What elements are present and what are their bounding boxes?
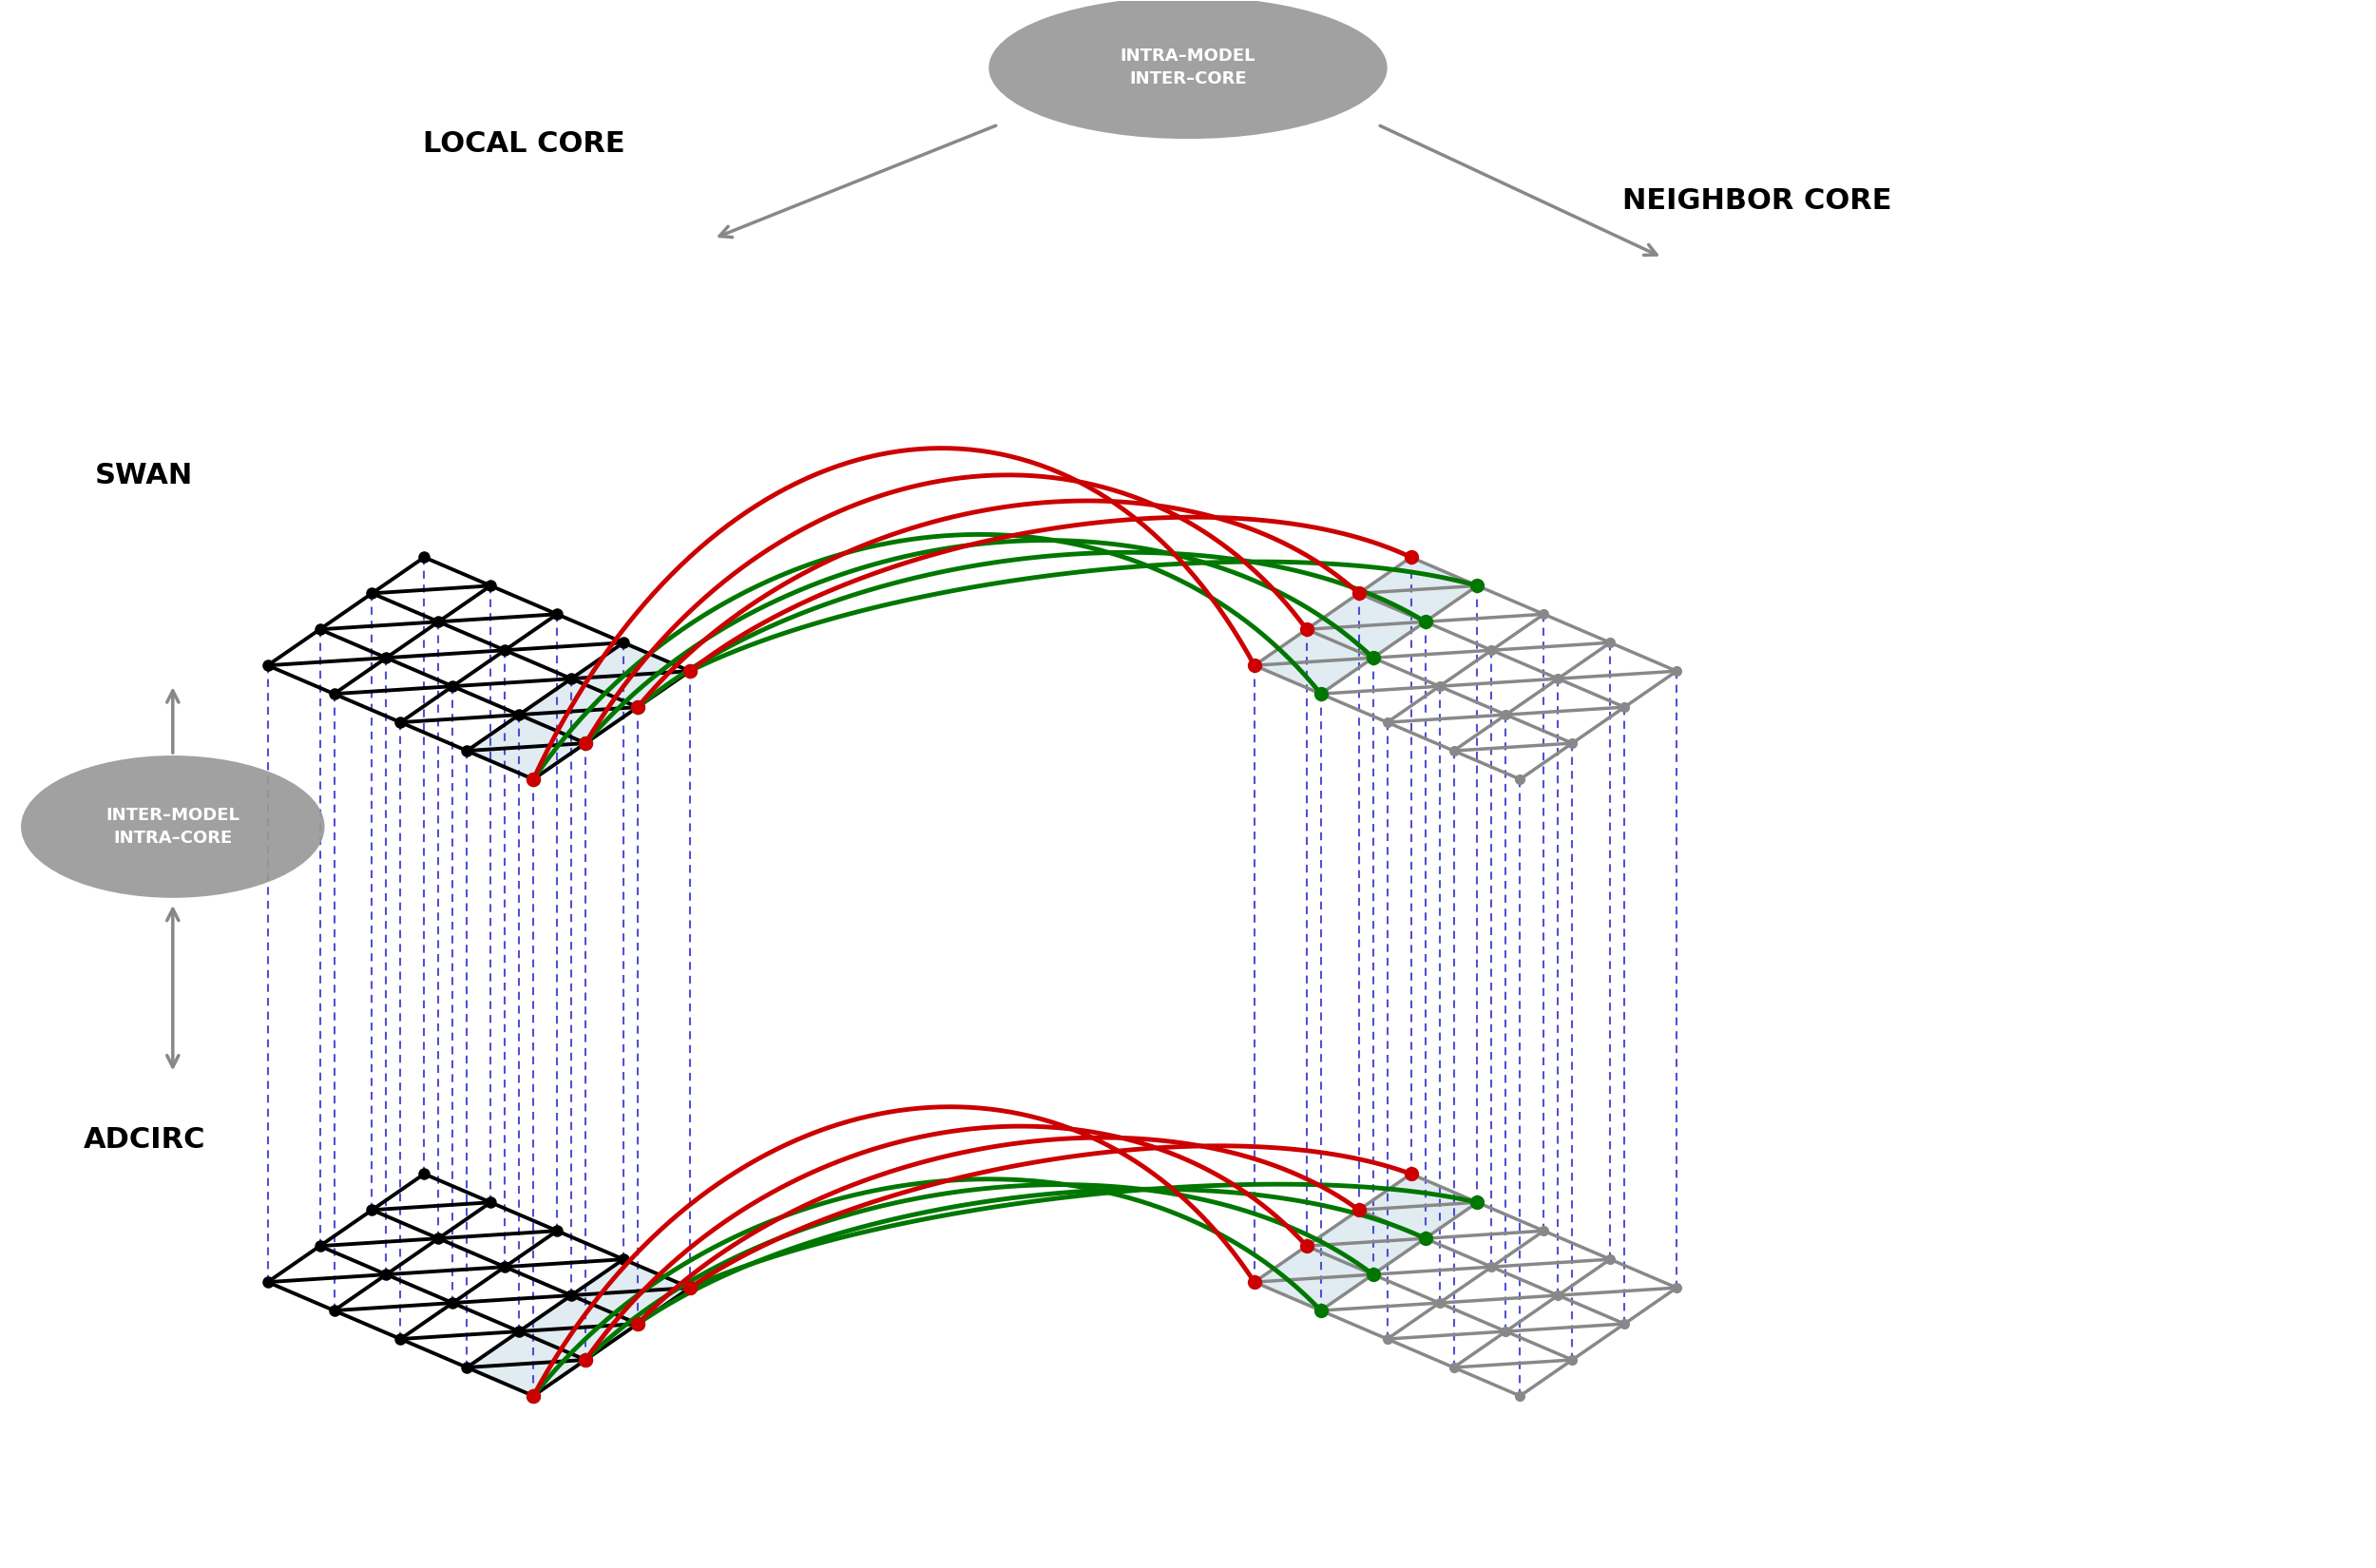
Text: INTER–MODEL
INTRA–CORE: INTER–MODEL INTRA–CORE bbox=[107, 808, 240, 847]
Ellipse shape bbox=[21, 756, 326, 898]
Text: NEIGHBOR CORE: NEIGHBOR CORE bbox=[1623, 187, 1891, 215]
Text: LOCAL CORE: LOCAL CORE bbox=[423, 130, 625, 157]
Text: INTRA–MODEL
INTER–CORE: INTRA–MODEL INTER–CORE bbox=[1119, 49, 1255, 88]
Polygon shape bbox=[1255, 557, 1478, 695]
Text: ADCIRC: ADCIRC bbox=[83, 1126, 204, 1154]
Polygon shape bbox=[468, 643, 689, 779]
Ellipse shape bbox=[988, 0, 1388, 140]
Polygon shape bbox=[1255, 1174, 1478, 1311]
Text: SWAN: SWAN bbox=[95, 463, 192, 489]
Polygon shape bbox=[468, 1259, 689, 1396]
